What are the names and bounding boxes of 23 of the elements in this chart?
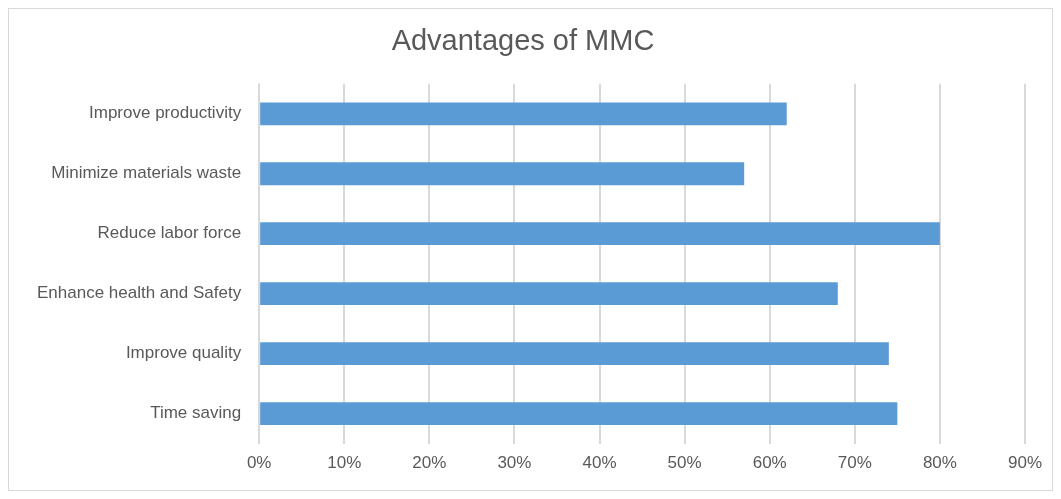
bar xyxy=(260,282,838,306)
x-tick-label: 40% xyxy=(582,453,617,473)
y-tick-label: Reduce labor force xyxy=(97,223,242,243)
bar xyxy=(260,162,745,186)
bar xyxy=(260,222,940,246)
x-tick-label: 30% xyxy=(497,453,532,473)
y-tick-label: Improve quality xyxy=(125,343,242,363)
y-tick-label: Improve productivity xyxy=(89,103,242,123)
x-tick-label: 0% xyxy=(246,453,272,473)
y-tick-label: Time saving xyxy=(150,403,242,423)
x-tick-label: 10% xyxy=(327,453,362,473)
x-tick-label: 20% xyxy=(412,453,447,473)
bar xyxy=(260,342,889,366)
bar xyxy=(260,402,898,426)
y-tick-label: Enhance health and Safety xyxy=(36,283,242,303)
bar xyxy=(260,102,787,126)
x-tick-label: 90% xyxy=(1007,453,1042,473)
x-tick-label: 60% xyxy=(752,453,787,473)
x-tick-label: 50% xyxy=(667,453,702,473)
chart-title: Advantages of MMC xyxy=(391,24,655,57)
y-tick-label: Minimize materials waste xyxy=(51,163,242,183)
x-tick-label: 70% xyxy=(837,453,872,473)
x-tick-label: 80% xyxy=(922,453,957,473)
